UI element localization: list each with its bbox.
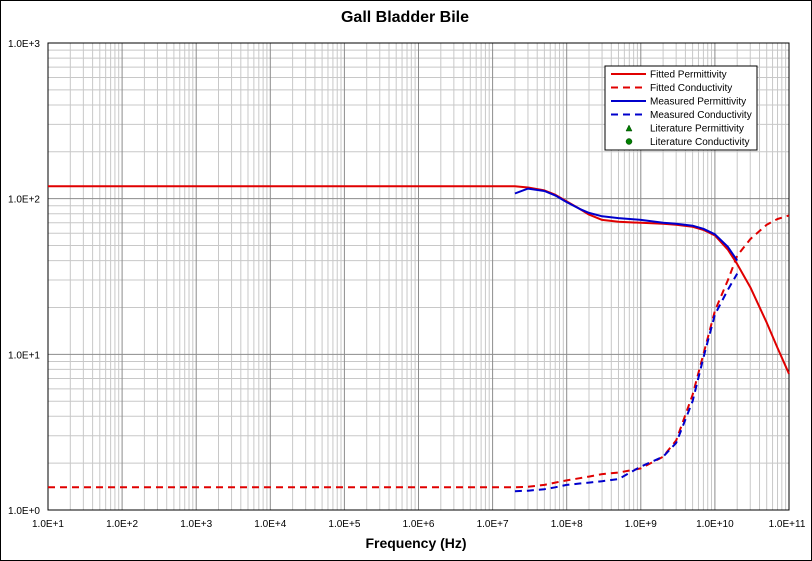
x-tick-label: 1.0E+3 <box>180 519 212 530</box>
x-axis-title: Frequency (Hz) <box>365 535 466 551</box>
legend-label: Fitted Permittivity <box>650 70 727 81</box>
y-tick-label: 1.0E+2 <box>8 195 40 206</box>
plot-area <box>47 42 790 511</box>
y-tick-label: 1.0E+3 <box>8 39 40 50</box>
x-tick-label: 1.0E+2 <box>106 519 138 530</box>
x-tick-label: 1.0E+4 <box>254 519 286 530</box>
legend-label: Measured Permittivity <box>650 97 746 108</box>
legend-label: Literature Permittivity <box>650 124 744 135</box>
x-tick-label: 1.0E+11 <box>769 519 806 530</box>
x-tick-label: 1.0E+6 <box>403 519 435 530</box>
series-layer <box>48 185 790 493</box>
x-tick-label: 1.0E+7 <box>477 519 509 530</box>
x-tick-label: 1.0E+10 <box>696 519 734 530</box>
legend-label: Fitted Conductivity <box>650 83 732 94</box>
tick-labels: 1.0E+1 1.0E+2 1.0E+3 1.0E+4 1.0E+5 1.0E+6 1.0E… <box>8 39 806 530</box>
y-tick-label: 1.0E+1 <box>8 350 40 361</box>
legend-marker-circle <box>625 138 633 145</box>
series-line-3 <box>514 273 739 493</box>
series-line-2 <box>514 187 739 262</box>
y-tick-label: 1.0E+0 <box>8 506 40 517</box>
legend: Fitted Permittivity Fitted Conductivity Me… <box>604 65 758 151</box>
legend-label: Literature Conductivity <box>650 137 750 148</box>
x-tick-label: 1.0E+5 <box>328 519 360 530</box>
series-line-0 <box>48 185 790 375</box>
legend-marker-triangle <box>625 124 633 132</box>
x-tick-label: 1.0E+8 <box>551 519 583 530</box>
x-tick-label: 1.0E+9 <box>625 519 657 530</box>
legend-box <box>604 65 758 151</box>
legend-label: Measured Conductivity <box>650 110 752 121</box>
chart-title: Gall Bladder Bile <box>341 9 469 26</box>
series-line-1 <box>48 214 790 489</box>
x-tick-label: 1.0E+1 <box>32 519 64 530</box>
